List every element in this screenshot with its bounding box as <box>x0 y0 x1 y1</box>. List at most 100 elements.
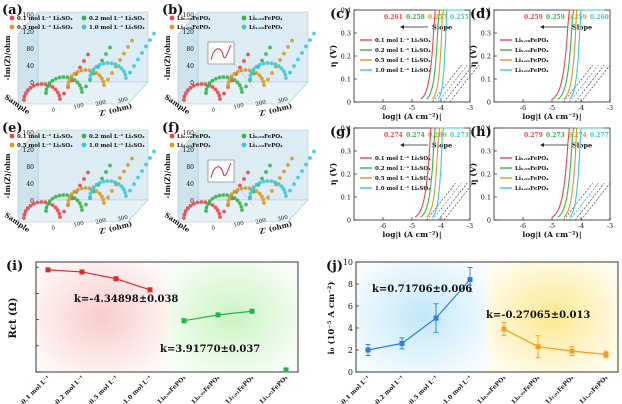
slope-value: 0.259 <box>524 14 543 21</box>
data-point <box>217 75 222 80</box>
side-wall <box>177 11 199 105</box>
data-point <box>88 73 93 78</box>
data-point <box>23 91 28 96</box>
y-tick-label: 80 <box>26 46 34 53</box>
data-point <box>75 80 80 85</box>
data-point <box>259 76 264 81</box>
data-point <box>273 180 278 185</box>
x-tick-label: 0 <box>51 107 56 114</box>
data-point <box>79 186 84 191</box>
data-point <box>182 98 186 102</box>
y-tick-label: 10 <box>343 258 353 267</box>
data-point <box>130 38 134 43</box>
legend-entry: 0.5 mol L⁻¹ Li₂SO₄ <box>375 57 431 64</box>
plot-frame <box>35 261 299 373</box>
legend-entry: Li₁.₀₂FePO₄ <box>515 68 549 74</box>
data-point <box>106 77 110 82</box>
y-tick-label: 0.1 <box>481 76 491 84</box>
data-point <box>110 71 114 75</box>
legend-entry: Li₁.₀₁FePO₄ <box>177 25 211 31</box>
plot-frame <box>355 261 619 373</box>
y-tick-label: 0 <box>487 99 491 107</box>
data-point <box>265 179 270 183</box>
x-tick-label: -6 <box>520 104 526 112</box>
x-tick-label: -3 <box>607 104 613 112</box>
data-point <box>244 202 248 207</box>
x-tick-label: -5 <box>549 222 555 230</box>
data-point <box>251 185 256 190</box>
data-point <box>270 189 274 193</box>
inset-box <box>207 159 235 183</box>
data-point <box>232 189 237 194</box>
data-point <box>58 97 62 101</box>
data-point <box>232 71 237 76</box>
data-point <box>25 88 30 93</box>
data-point <box>83 186 88 190</box>
data-point <box>57 93 62 98</box>
data-point <box>121 187 126 192</box>
tafel-curve <box>431 127 465 218</box>
y-tick-label: 0.4 <box>481 7 491 15</box>
y-tick-label: 2 <box>348 346 353 355</box>
data-point <box>251 67 256 72</box>
data-point <box>58 215 62 219</box>
x-tick-label: -6 <box>520 222 526 230</box>
data-point <box>535 344 541 350</box>
legend-entry: Li₀.₉₉FePO₄ <box>515 166 549 172</box>
data-point <box>126 45 130 49</box>
data-point <box>264 52 268 56</box>
data-point <box>195 82 200 87</box>
y-tick-label: 0.3 <box>481 148 491 156</box>
data-point <box>31 83 36 88</box>
data-point <box>270 71 274 75</box>
category-label: B-0.5 mol L⁻¹ <box>83 374 120 404</box>
y-axis-label: Rct (Ω) <box>8 298 19 339</box>
legend-entry: 0.1 mol L⁻¹ Li₂SO₄ <box>375 37 431 44</box>
y-axis-label: -Im(Z)/ohm <box>3 153 12 199</box>
data-point <box>254 64 259 69</box>
y-tick-label: 0 <box>30 80 34 87</box>
legend-marker <box>169 142 175 148</box>
fit-line <box>47 269 151 291</box>
data-point <box>217 211 222 216</box>
data-point <box>292 64 296 68</box>
data-point <box>118 176 122 180</box>
data-point <box>122 169 126 174</box>
x-tick-label: -4 <box>438 222 444 230</box>
x-tick-label: 0 <box>211 107 216 114</box>
background-region <box>167 262 298 372</box>
data-point <box>101 79 106 84</box>
x-tick-label: 0 <box>51 225 56 232</box>
slope-value: 0.259 <box>568 14 587 21</box>
tafel-fit-line <box>432 183 462 221</box>
inset-connector <box>233 63 255 89</box>
data-point <box>210 78 215 83</box>
legend-marker <box>9 15 15 21</box>
y-tick-label: 120 <box>23 147 35 154</box>
slope-arrow-head <box>400 143 404 147</box>
data-point <box>238 183 242 188</box>
data-point <box>281 187 286 192</box>
x-tick-label: 100 <box>233 220 245 228</box>
x-tick-label: 100 <box>73 102 85 110</box>
slope-value: 0.257 <box>428 14 447 21</box>
data-point <box>185 206 190 211</box>
data-point <box>47 199 52 204</box>
legend-marker <box>169 24 175 30</box>
legend-marker <box>169 133 175 139</box>
data-point <box>121 69 126 74</box>
data-point <box>246 170 250 175</box>
data-point <box>23 209 28 214</box>
x-tick-label: -4 <box>578 222 584 230</box>
plot-frame <box>493 9 611 103</box>
data-point <box>45 267 51 273</box>
data-point <box>282 169 286 174</box>
data-point <box>232 196 237 200</box>
data-point <box>283 190 288 195</box>
data-point <box>86 52 90 57</box>
tafel-fit-line <box>432 65 462 103</box>
data-point <box>130 156 134 161</box>
x-tick-label: -6 <box>380 104 386 112</box>
data-point <box>25 206 30 211</box>
data-point <box>239 68 244 73</box>
